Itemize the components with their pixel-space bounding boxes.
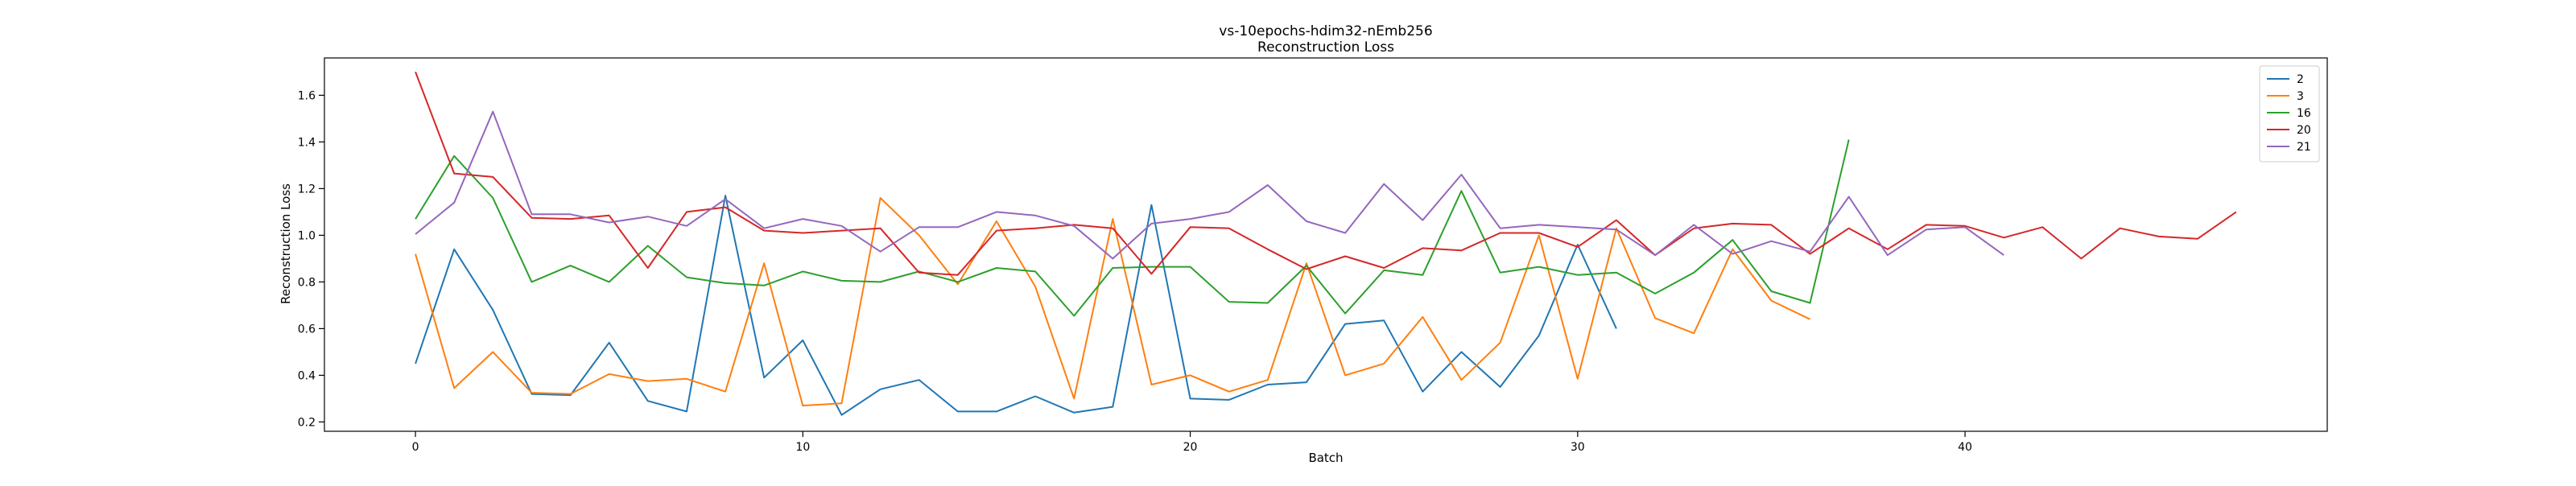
series-line-16 xyxy=(415,139,1850,317)
legend-label-21: 21 xyxy=(2297,141,2311,154)
y-tick-label: 1.2 xyxy=(298,183,316,196)
plot-frame xyxy=(324,57,2328,432)
series-line-20 xyxy=(415,72,2237,276)
x-tick-label: 0 xyxy=(412,441,419,454)
x-tick-label: 40 xyxy=(1958,441,1972,454)
y-tick-label: 0.4 xyxy=(298,369,316,382)
series-line-21 xyxy=(415,110,2004,260)
x-axis-label: Batch xyxy=(1308,451,1343,465)
y-axis-label: Reconstruction Loss xyxy=(279,183,293,304)
x-tick-label: 20 xyxy=(1183,441,1198,454)
y-tick-label: 0.6 xyxy=(298,323,316,336)
legend-label-2: 2 xyxy=(2297,73,2304,86)
legend-label-16: 16 xyxy=(2297,107,2311,120)
y-tick-label: 1.4 xyxy=(298,136,316,149)
y-tick-label: 0.8 xyxy=(298,276,316,289)
legend-label-20: 20 xyxy=(2297,124,2311,137)
y-tick-label: 1.6 xyxy=(298,89,316,102)
y-tick-label: 1.0 xyxy=(298,229,316,242)
legend-box xyxy=(2259,65,2320,163)
x-tick-label: 30 xyxy=(1571,441,1585,454)
legend-label-3: 3 xyxy=(2297,90,2304,103)
y-tick-label: 0.2 xyxy=(298,416,316,429)
x-tick-label: 10 xyxy=(795,441,810,454)
chart-subtitle: Reconstruction Loss xyxy=(1257,39,1394,56)
chart-title: vs-10epochs-hdim32-nEmb256 xyxy=(1219,23,1432,39)
series-line-3 xyxy=(415,197,1810,407)
series-line-2 xyxy=(415,195,1617,416)
